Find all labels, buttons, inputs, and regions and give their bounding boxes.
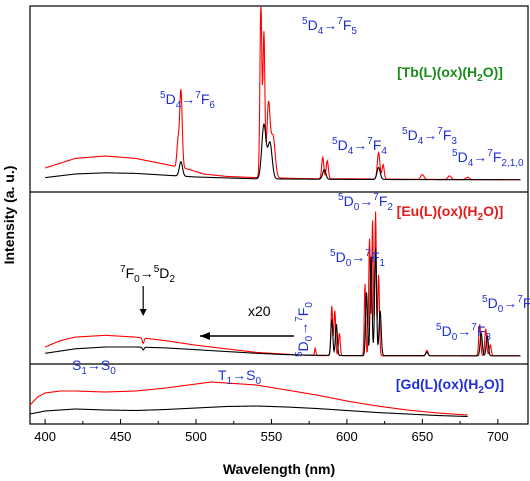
annotation: 7F0→5D2 [120,264,175,316]
annotation: 5D0→7F0 [294,302,315,357]
annotation: 5D0→7F3 [436,322,491,343]
annotation: 5D4→7F3 [402,126,457,147]
x-tick-label: 550 [261,429,283,444]
series-line-emission [29,381,468,416]
annotation: 5D4→7F2,1,0 [452,148,524,169]
transition-label: T1→S0 [218,367,261,387]
transition-label: 7F0→5D2 [120,264,175,285]
annotation: 5D4→7F4 [332,136,387,157]
scale-indicator: x20 [200,303,294,340]
scale-arrowhead [200,332,210,340]
transition-label: S1→S0 [72,357,116,377]
x-tick-label: 650 [412,429,434,444]
transition-label: 5D4→7F4 [332,136,387,157]
series-line-excitation [45,247,521,357]
x-tick-label: 700 [487,429,509,444]
x-tick-label: 450 [110,429,132,444]
series-line-emission [44,5,521,181]
compound-label: [Eu(L)(ox)(H2O)] [397,203,504,223]
annotation: 5D4→7F6 [160,90,215,111]
transition-label: 5D0→7F4 [482,294,530,315]
x-axis-label: Wavelength (nm) [223,461,335,477]
transition-label: 5D4→7F3 [402,126,457,147]
annotation: 5D0→7F1 [330,248,385,269]
series-line-excitation [45,123,521,181]
x-tick-label: 500 [185,429,207,444]
annotation: 5D0→7F2 [338,192,393,213]
annotation: S1→S0 [72,357,116,377]
transition-label: 5D0→7F1 [330,248,385,269]
annotation: 5D0→7F4 [482,294,530,315]
compound-label: [Gd(L)(ox)(H2O)] [396,376,504,396]
transition-label: 5D4→7F6 [160,90,215,111]
transition-label: 5D0→7F3 [436,322,491,343]
x-tick-label: 400 [34,429,56,444]
transition-label: 5D0→7F0 [294,302,315,357]
annotation: 5D4→7F5 [302,16,357,37]
transition-label: 5D4→7F2,1,0 [452,148,524,169]
annotation: T1→S0 [218,367,261,387]
compound-label: [Tb(L)(ox)(H2O)] [397,64,503,84]
x-tick-label: 600 [336,429,358,444]
transition-label: 5D0→7F2 [338,192,393,213]
transition-label: 5D4→7F5 [302,16,357,37]
plot-frame [29,5,529,425]
y-axis-label: Intensity (a. u.) [1,166,17,265]
arrowhead [139,309,147,316]
scale-label: x20 [248,303,271,319]
series-line-excitation [29,405,468,418]
